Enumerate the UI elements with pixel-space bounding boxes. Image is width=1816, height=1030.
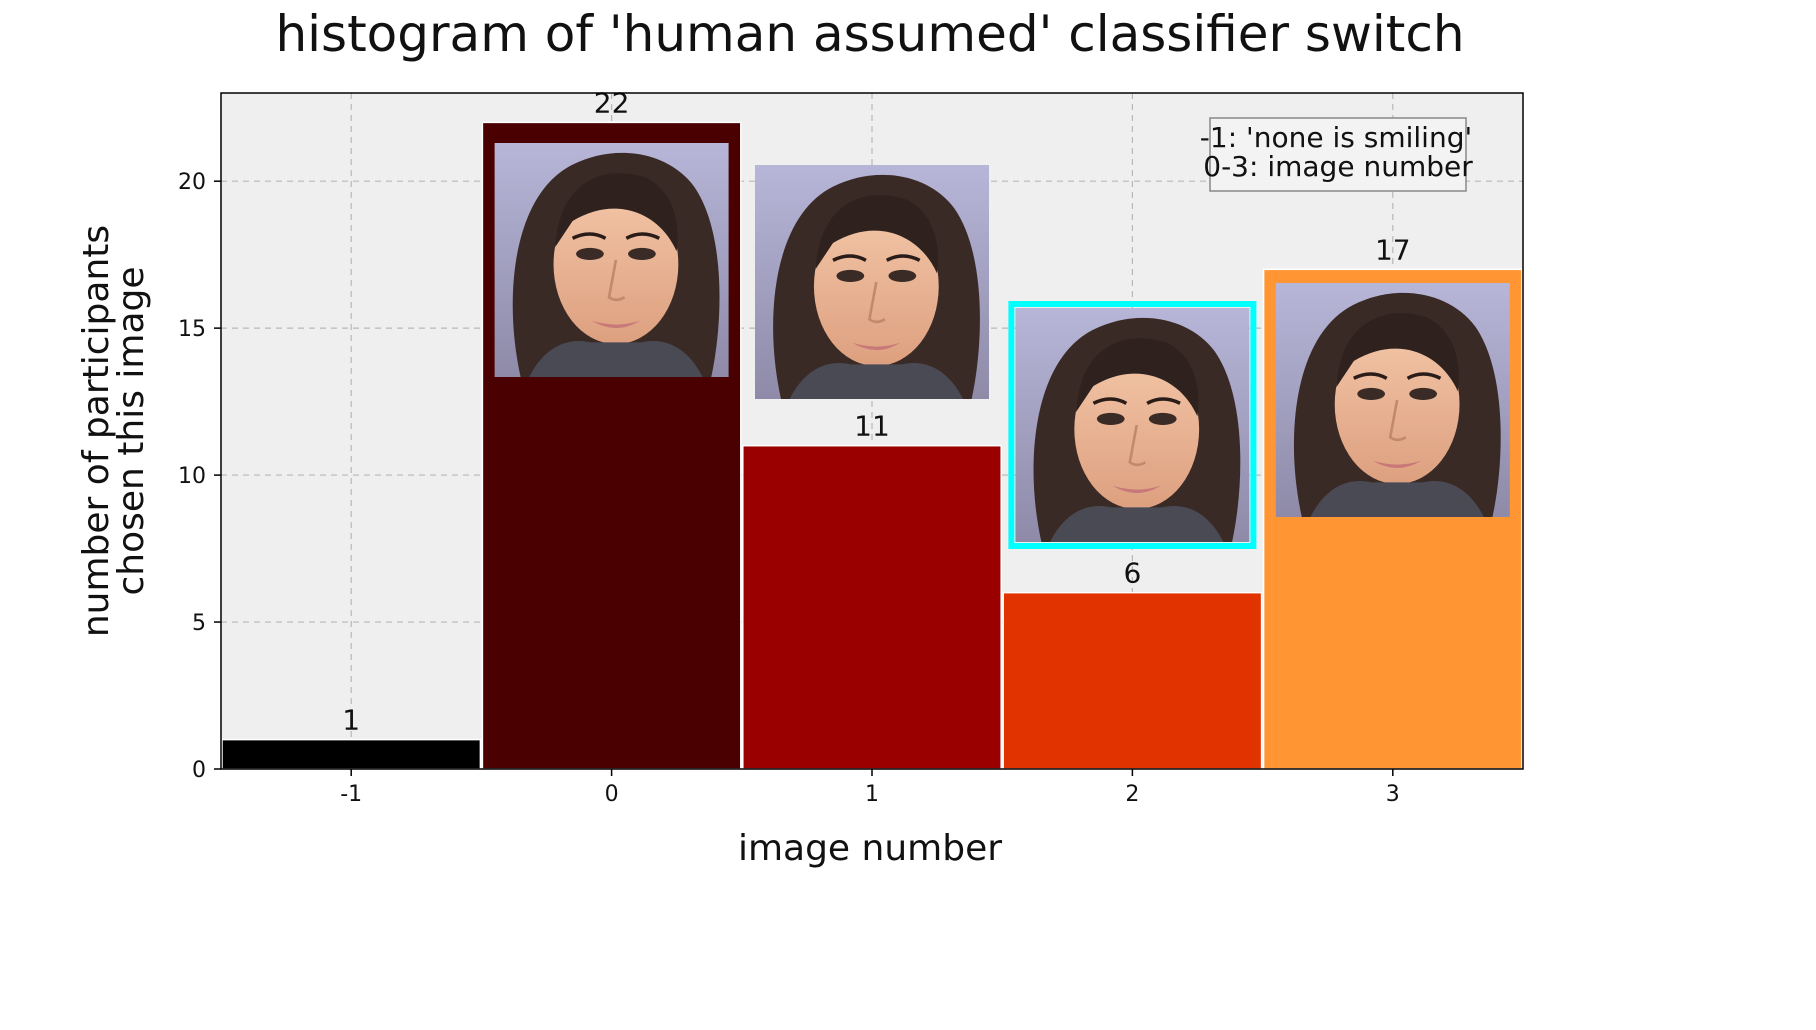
x-tick-label-0: 0	[605, 782, 619, 807]
y-tick-label-15: 15	[178, 317, 206, 342]
x-tick-label-2: 2	[1125, 782, 1139, 807]
thumbnail-image-1	[753, 163, 991, 401]
face-photo-2	[1013, 306, 1252, 544]
chart-title: histogram of 'human assumed' classifier …	[275, 5, 1464, 63]
y-tick-label-0: 0	[192, 758, 206, 783]
bar-2	[1002, 591, 1263, 770]
thumbnail-image-3	[1274, 281, 1512, 519]
y-axis-ticks: 0 5 10 15 20	[178, 170, 221, 783]
data-labels: 1 22 11 6 17	[342, 86, 1410, 736]
thumbnails	[492, 141, 1512, 549]
data-label-1: 11	[854, 410, 890, 443]
legend-line-2: 0-3: image number	[1203, 150, 1473, 183]
thumbnail-image-0	[492, 141, 731, 379]
bar-1	[742, 444, 1002, 770]
data-label-0: 22	[594, 86, 630, 119]
face-photo-3	[1274, 281, 1512, 519]
face-photo-0	[492, 141, 731, 379]
data-label-3: 17	[1375, 233, 1411, 266]
legend-box	[1209, 117, 1467, 192]
thumbnail-image-2	[1008, 301, 1257, 549]
x-tick-label--1: -1	[340, 782, 362, 807]
x-axis-ticks: -1 0 1 2 3	[340, 769, 1400, 807]
x-axis-label: image number	[738, 828, 1002, 869]
legend-line-1: -1: 'none is smiling'	[1200, 121, 1472, 154]
y-tick-label-5: 5	[192, 611, 206, 636]
x-tick-label-1: 1	[865, 782, 879, 807]
legend: -1: 'none is smiling' 0-3: image number	[1200, 117, 1473, 192]
data-label--1: 1	[342, 704, 360, 737]
y-axis-label-line-1: number of participants	[76, 225, 117, 637]
bar--1	[221, 738, 482, 770]
data-label-2: 6	[1123, 557, 1141, 590]
face-photo-1	[753, 163, 991, 401]
y-tick-label-10: 10	[178, 464, 206, 489]
y-axis-label-line-2: chosen this image	[111, 266, 152, 595]
thumbnail-highlight-2	[1008, 301, 1257, 549]
y-tick-label-20: 20	[178, 170, 206, 195]
x-tick-label-3: 3	[1386, 782, 1400, 807]
